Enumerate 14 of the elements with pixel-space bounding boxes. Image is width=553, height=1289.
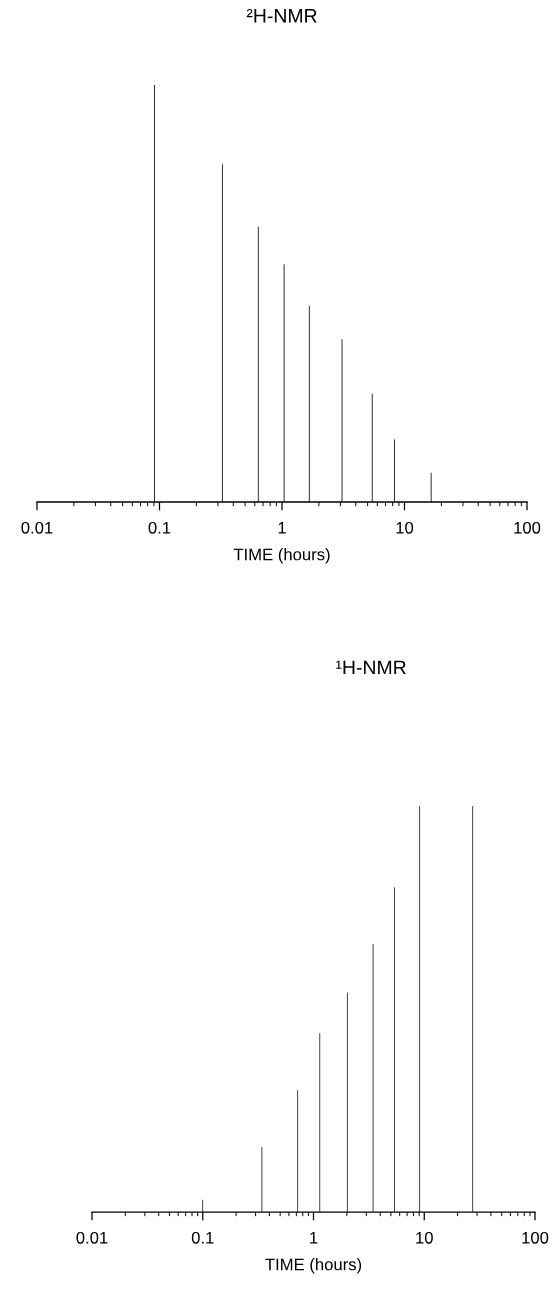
x-tick-label: 1 — [310, 1232, 318, 1244]
chart-title: ¹H-NMR — [336, 660, 406, 675]
x-tick-label: 0.01 — [76, 1231, 108, 1244]
x-tick-label: 1 — [278, 522, 286, 534]
x-tick-label: 100 — [514, 521, 541, 534]
chart-title: ²H-NMR — [246, 9, 317, 23]
x-tick-label: 0.1 — [191, 1231, 214, 1244]
x-tick-label: 10 — [416, 1231, 433, 1244]
x-tick-label: 10 — [396, 521, 414, 534]
x-axis-title: TIME (hours) — [265, 1258, 362, 1274]
x-tick-label: 0.1 — [148, 521, 171, 534]
x-axis-title: TIME (hours) — [233, 548, 330, 564]
x-tick-label: 100 — [522, 1231, 549, 1244]
x-tick-label: 0.01 — [21, 521, 53, 534]
